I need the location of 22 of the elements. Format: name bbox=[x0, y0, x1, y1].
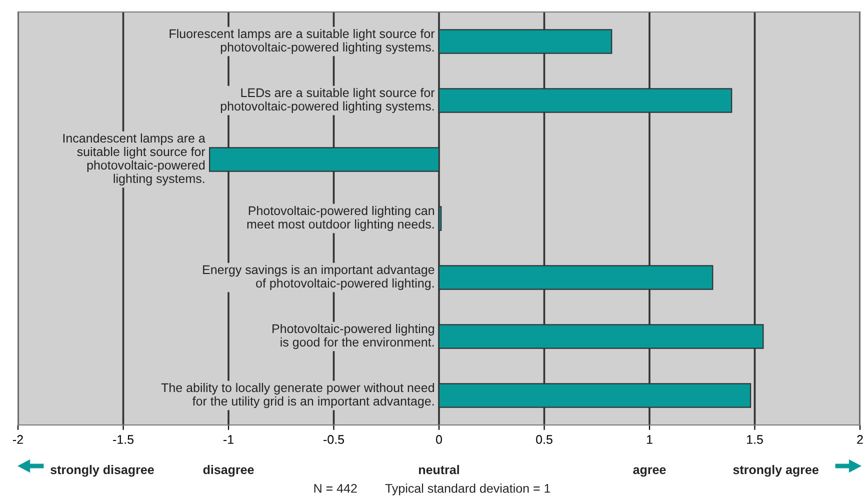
y-tick-label: LEDs are a suitable light source for photovoltaic-powered lighting systems. bbox=[220, 88, 435, 114]
text: strongly agree bbox=[733, 464, 818, 477]
text: disagree bbox=[203, 464, 254, 477]
text: neutral bbox=[418, 465, 459, 474]
y-tick-label: Photovoltaic-powered lighting is good for the environment. bbox=[272, 324, 434, 350]
x-tick-label: 1.5 bbox=[747, 435, 763, 444]
y-tick-label: Incandescent lamps are a suitable light source for photovoltaic-powered lighting systems. bbox=[63, 133, 206, 186]
x-tick-label: -1 bbox=[224, 435, 234, 444]
x-tick-label: 1 bbox=[646, 435, 652, 444]
x-tick-label: -1.5 bbox=[113, 435, 134, 444]
text: agree bbox=[633, 467, 666, 477]
x-tick-label: 0 bbox=[436, 435, 442, 444]
text: N = 442 Typical standard deviation = 1 bbox=[314, 484, 550, 496]
y-tick-label: Energy savings is an important advantage of photovoltaic-powered lighting. bbox=[203, 264, 434, 290]
x-tick-label: 2 bbox=[857, 435, 863, 444]
y-tick-label: Fluorescent lamps are a suitable light source for photovoltaic-powered lighting systems. bbox=[170, 28, 435, 54]
x-tick-label: -0.5 bbox=[324, 435, 344, 444]
x-tick-label: 0.5 bbox=[536, 435, 552, 444]
text: strongly disagree bbox=[50, 464, 154, 477]
y-tick-label: Photovoltaic-powered lighting can meet most outdoor lighting needs. bbox=[247, 206, 434, 232]
y-tick-label: The ability to locally generate power without need for the utility grid is an important advantage. bbox=[161, 382, 434, 408]
x-tick-label: -2 bbox=[13, 435, 23, 444]
